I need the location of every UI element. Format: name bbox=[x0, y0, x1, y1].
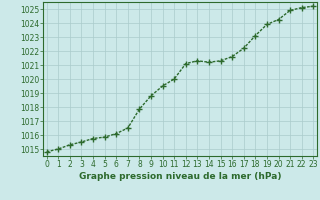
X-axis label: Graphe pression niveau de la mer (hPa): Graphe pression niveau de la mer (hPa) bbox=[79, 172, 281, 181]
